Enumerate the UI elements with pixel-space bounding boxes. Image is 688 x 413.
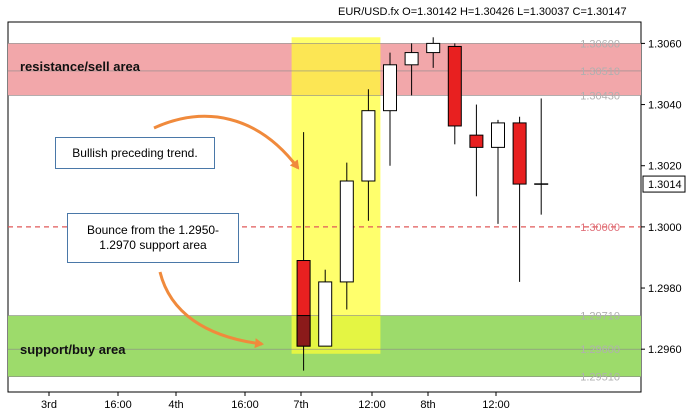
- x-tick-label: 16:00: [104, 399, 132, 411]
- x-tick-label: 8th: [420, 399, 435, 411]
- level-label: 1.30430: [580, 90, 620, 102]
- candle-body: [404, 52, 419, 66]
- trend-arrow: [153, 114, 300, 170]
- y-tick-label: 1.3060: [648, 38, 682, 50]
- current-price-box: [642, 175, 686, 193]
- y-tick-label: 1.3040: [648, 100, 682, 112]
- level-label: 1.29510: [580, 372, 620, 384]
- candle-body: [383, 64, 397, 112]
- x-tick-label: 3rd: [41, 399, 57, 411]
- candle-body: [491, 122, 505, 148]
- trend-annotation: Bullish preceding trend.: [55, 137, 215, 169]
- support-zone-label: support/buy area: [20, 342, 126, 357]
- x-tick-label: 12:00: [482, 399, 510, 411]
- bounce-arrow: [158, 271, 264, 349]
- resistance-zone-label: resistance/sell area: [20, 59, 140, 74]
- x-tick-label: 4th: [168, 399, 183, 411]
- bounce-annotation: Bounce from the 1.2950-1.2970 support ar…: [67, 213, 239, 263]
- x-tick-label: 16:00: [231, 399, 259, 411]
- candle-body: [512, 122, 527, 185]
- level-label: 1.29600: [580, 344, 620, 356]
- y-tick-label: 1.2980: [648, 283, 682, 295]
- level-label: 1.30600: [580, 38, 620, 50]
- candle-body: [447, 45, 462, 127]
- y-tick-label: 1.3020: [648, 161, 682, 173]
- symbol-info: EUR/USD.fx O=1.30142 H=1.30426 L=1.30037…: [338, 6, 627, 18]
- y-tick-label: 1.2960: [648, 344, 682, 356]
- current-price-label: 1.3014: [648, 179, 682, 191]
- candle-body-overlap: [296, 315, 311, 347]
- candle-body: [469, 134, 484, 148]
- level-label: 1.30510: [580, 66, 620, 78]
- candle-body: [339, 180, 354, 283]
- x-tick-label: 7th: [293, 399, 308, 411]
- candle-body: [361, 110, 376, 182]
- y-tick-label: 1.3000: [648, 222, 682, 234]
- level-label: 1.29710: [580, 311, 620, 323]
- candle-body: [318, 281, 333, 347]
- candle-body: [426, 42, 441, 54]
- x-tick-label: 12:00: [358, 399, 386, 411]
- level-label: 1.30000: [580, 222, 620, 234]
